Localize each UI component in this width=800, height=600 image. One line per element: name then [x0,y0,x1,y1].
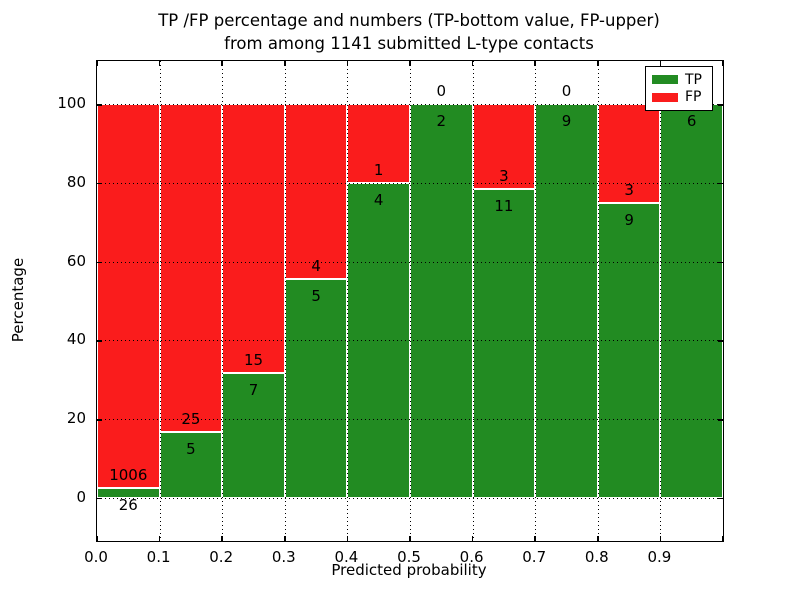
legend-label-fp: FP [685,89,702,106]
y-tick-label: 40 [66,330,86,349]
tp-bar-segment [347,182,410,498]
fp-count-label: 0 [436,82,447,101]
tp-bar-segment [660,104,723,498]
fp-bar-segment [159,104,223,433]
x-tick-label: 0.6 [459,548,484,566]
tp-count-label: 4 [373,190,384,209]
tp-count-label: 5 [311,287,321,306]
x-tick-label: 0.0 [84,548,108,566]
x-tick-label: 0.4 [334,548,359,566]
fp-count-label: 3 [624,180,634,199]
tp-bar-segment [472,188,536,498]
bars-layer [97,61,723,541]
tp-bar-segment [97,487,160,498]
plot-area: 100626255157451402311093906 [96,60,724,542]
fp-bar-segment [347,104,410,183]
fp-bar-segment [284,104,348,280]
x-tick-label: 0.3 [271,548,296,566]
tp-bar-segment [535,104,598,498]
legend: TP FP [645,66,713,111]
x-tick-label: 0.5 [397,548,421,566]
chart-title-line2: from among 1141 submitted L-type contact… [224,34,594,53]
x-tick-label: 0.2 [209,548,234,566]
fp-bar-segment [97,104,160,488]
fp-count-label: 4 [311,257,321,276]
x-tick-mark [722,536,724,541]
tp-count-label: 26 [118,495,138,514]
x-tick-mark [96,61,98,66]
fp-bar-segment [597,104,661,203]
labels-layer: 100626255157451402311093906 [97,61,723,541]
tp-color-swatch [652,75,678,85]
fp-count-label: 25 [181,410,201,429]
legend-item-tp: TP [652,73,706,87]
fp-count-label: 0 [561,82,572,101]
fp-count-label: 1 [373,160,384,179]
x-tick-mark [96,536,98,541]
legend-item-fp: FP [652,90,706,104]
y-tick-label: 0 [76,487,86,506]
fp-count-label: 3 [499,166,509,185]
tp-count-label: 7 [248,380,259,399]
chart-title: TP /FP percentage and numbers (TP-bottom… [96,9,722,55]
tp-bar-segment [597,202,661,498]
chart-title-line1: TP /FP percentage and numbers (TP-bottom… [158,11,660,30]
tp-count-label: 9 [561,112,572,131]
tp-count-label: 6 [686,112,697,131]
x-tick-label: 0.8 [584,548,609,566]
tp-bar-segment [284,279,348,498]
x-tick-mark [722,61,724,66]
x-tick-label: 0.7 [522,548,547,566]
fp-count-label: 15 [243,350,264,369]
x-tick-label: 0.1 [146,548,171,566]
y-tick-label: 60 [66,251,86,270]
y-tick-label: 100 [57,94,86,113]
x-axis-label: Predicted probability [331,561,487,579]
tp-count-label: 11 [494,196,514,215]
x-tick-label: 0.9 [647,548,672,566]
tp-bar-segment [222,372,285,498]
fp-color-swatch [652,92,678,102]
y-tick-label: 80 [66,172,86,191]
y-tick-label: 20 [66,409,86,428]
tp-count-label: 2 [436,112,447,131]
fp-count-label: 1006 [109,465,148,484]
legend-label-tp: TP [685,71,702,88]
tp-count-label: 5 [186,440,196,459]
tp-count-label: 9 [624,210,634,229]
